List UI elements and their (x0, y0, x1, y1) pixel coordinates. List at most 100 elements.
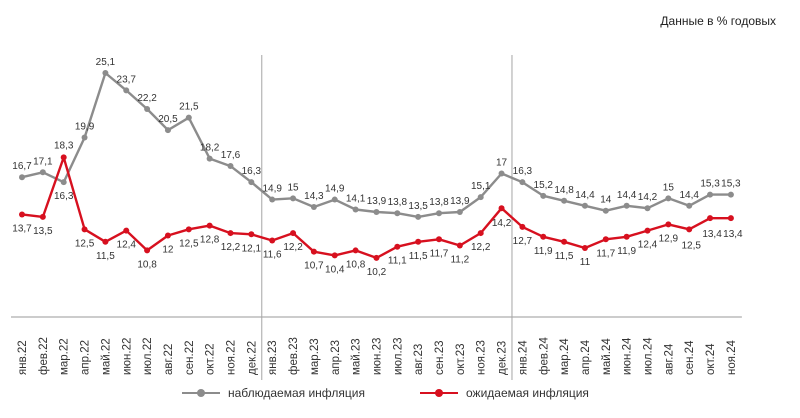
data-label-expected: 13,7 (12, 223, 32, 234)
data-label-expected: 10,4 (325, 264, 345, 275)
x-tick-label: сен.22 (184, 341, 196, 375)
data-point-observed (206, 155, 213, 162)
data-label-expected: 10,8 (346, 259, 366, 270)
x-tick-label: окт.24 (705, 343, 717, 375)
data-point-expected (644, 227, 651, 234)
data-label-observed: 15 (287, 182, 299, 193)
data-point-expected (227, 230, 234, 237)
data-label-observed: 17 (496, 158, 508, 169)
data-point-observed (331, 196, 338, 203)
x-tick-label: дек.23 (497, 341, 509, 375)
data-label-observed: 13,8 (429, 197, 449, 208)
data-label-expected: 10,8 (137, 259, 157, 270)
data-label-observed: 20,5 (158, 114, 178, 125)
data-label-observed: 16,3 (54, 191, 74, 202)
data-label-observed: 19,9 (75, 122, 95, 133)
data-label-observed: 16,3 (513, 166, 533, 177)
data-point-observed (415, 213, 422, 220)
data-point-expected (581, 244, 588, 251)
x-tick-label: авг.24 (663, 343, 675, 375)
data-label-observed: 14,3 (304, 191, 324, 202)
data-label-expected: 12,5 (179, 238, 199, 249)
data-point-expected (477, 230, 484, 237)
data-point-observed (436, 210, 442, 217)
data-label-expected: 12,9 (659, 233, 679, 244)
data-label-observed: 14,4 (617, 190, 637, 201)
data-label-expected: 11,7 (430, 248, 449, 259)
data-point-expected (164, 232, 171, 239)
data-point-expected (102, 238, 109, 245)
x-tick-label: янв.23 (267, 340, 279, 375)
x-tick-label: фев.22 (38, 337, 50, 375)
data-point-observed (352, 206, 359, 213)
data-point-expected (727, 215, 734, 222)
data-point-observed (665, 195, 672, 202)
data-label-observed: 13,5 (408, 201, 428, 212)
x-tick-label: июн.22 (121, 338, 133, 375)
data-point-expected (540, 233, 547, 240)
data-label-observed: 15,3 (721, 179, 741, 190)
data-label-expected: 11,6 (263, 250, 282, 261)
x-tick-label: ноя.24 (726, 339, 738, 375)
x-tick-label: янв.24 (517, 340, 529, 375)
data-label-expected: 11,1 (388, 256, 407, 267)
data-point-expected (60, 154, 67, 161)
x-tick-label: мар.23 (309, 338, 321, 375)
data-point-observed (644, 205, 651, 212)
data-label-expected: 18,3 (54, 140, 74, 151)
x-tick-label: июл.22 (142, 338, 154, 376)
x-tick-label: май.23 (351, 338, 363, 375)
data-point-expected (707, 215, 714, 222)
data-label-observed: 13,9 (367, 196, 387, 207)
data-label-expected: 12,2 (471, 242, 491, 253)
x-tick-label: окт.23 (455, 343, 467, 375)
data-label-expected: 11,5 (555, 251, 574, 262)
data-label-expected: 12,2 (283, 242, 303, 253)
data-point-observed (19, 174, 25, 181)
data-label-expected: 12,5 (681, 240, 701, 251)
x-tick-label: апр.23 (330, 340, 342, 375)
x-tick-label: май.22 (100, 338, 112, 375)
data-point-observed (81, 134, 88, 141)
data-label-expected: 12,4 (638, 240, 658, 251)
data-label-observed: 16,3 (242, 166, 262, 177)
data-label-observed: 16,7 (12, 161, 32, 172)
data-point-expected (561, 238, 568, 245)
data-point-expected (519, 223, 526, 230)
data-label-observed: 14 (600, 195, 612, 206)
data-point-expected (123, 227, 130, 234)
data-point-expected (686, 226, 693, 233)
data-point-observed (185, 114, 192, 121)
data-point-expected (665, 221, 672, 228)
data-point-expected (269, 237, 276, 244)
x-tick-label: дек.22 (246, 341, 258, 375)
data-point-observed (477, 194, 484, 201)
data-point-expected (602, 236, 609, 243)
data-label-expected: 12,8 (200, 235, 220, 246)
data-point-expected (81, 226, 88, 233)
x-tick-label: окт.22 (205, 343, 217, 375)
x-tick-label: авг.23 (413, 344, 425, 375)
legend-item-expected: ожидаемая инфляция (420, 386, 589, 400)
x-tick-label: фев.24 (538, 336, 550, 375)
data-label-expected: 12,4 (117, 240, 137, 251)
data-label-observed: 13,9 (450, 196, 470, 207)
data-point-observed (581, 202, 588, 209)
legend-swatch-observed (182, 387, 220, 399)
data-label-observed: 13,8 (388, 197, 408, 208)
data-label-observed: 14,4 (575, 190, 595, 201)
x-tick-label: июн.24 (622, 337, 634, 375)
legend-swatch-expected (420, 387, 458, 399)
data-label-observed: 14,1 (346, 193, 366, 204)
data-label-observed: 14,2 (638, 192, 658, 203)
data-label-expected: 11,2 (450, 254, 469, 265)
data-point-observed (102, 69, 109, 76)
x-tick-label: апр.24 (580, 339, 592, 375)
data-label-observed: 14,8 (554, 185, 574, 196)
data-point-observed (290, 195, 297, 202)
data-point-expected (456, 242, 463, 249)
data-label-expected: 12,5 (75, 238, 95, 249)
data-label-observed: 15,1 (471, 181, 491, 192)
data-point-expected (185, 226, 192, 233)
